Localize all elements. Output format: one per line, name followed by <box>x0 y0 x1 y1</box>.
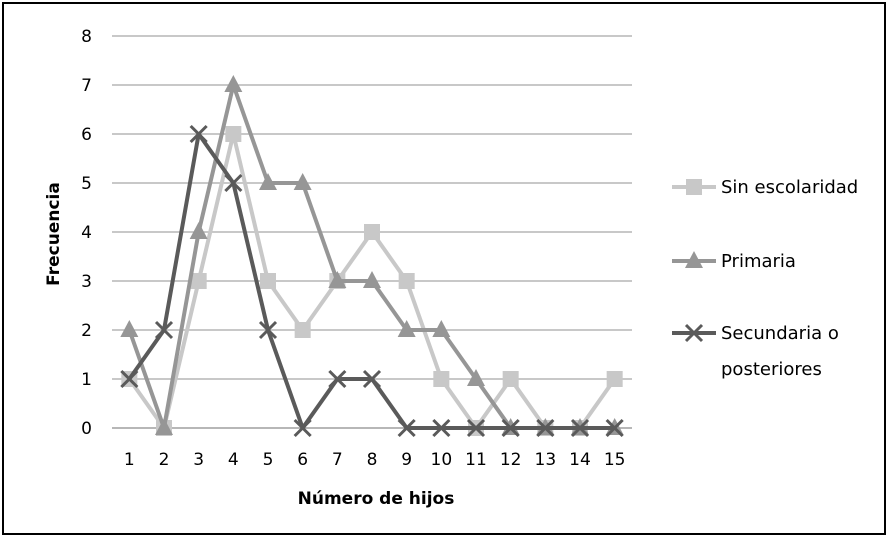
x-tick-label: 5 <box>263 450 274 470</box>
data-point <box>501 418 520 438</box>
legend-item-3: Secundaria o posteriores <box>672 323 839 380</box>
data-point <box>328 271 347 288</box>
data-point <box>260 273 276 289</box>
x-tick-label: 15 <box>604 450 626 470</box>
legend-marker <box>684 323 704 343</box>
data-point <box>155 418 173 435</box>
data-point <box>189 222 208 239</box>
x-tick-label: 7 <box>332 450 343 470</box>
data-point <box>606 371 623 387</box>
x-tick-label: 1 <box>124 450 135 470</box>
y-axis-label: Frecuencia <box>44 182 64 286</box>
data-point <box>154 320 174 340</box>
data-point <box>433 371 450 387</box>
data-point <box>224 75 243 92</box>
y-tick-label: 7 <box>81 76 92 96</box>
legend-label: Primaria <box>721 251 796 272</box>
y-tick-label: 4 <box>81 223 92 243</box>
data-point <box>258 320 278 340</box>
data-point <box>363 271 381 288</box>
data-point <box>120 369 139 389</box>
x-tick-label: 2 <box>159 450 170 470</box>
x-tick-labels: 1 2 3 4 5 6 7 8 9 10 11 12 13 14 15 <box>124 450 626 470</box>
data-point <box>224 173 243 193</box>
legend-label: posteriores <box>721 359 822 380</box>
series-lines <box>120 75 624 438</box>
y-tick-label: 1 <box>81 370 92 390</box>
legend-label: Secundaria o <box>721 323 839 344</box>
data-point <box>364 224 380 240</box>
x-tick-label: 8 <box>367 450 378 470</box>
series-3 <box>120 124 624 438</box>
data-point <box>466 418 486 438</box>
data-point <box>398 273 415 289</box>
x-tick-label: 9 <box>401 450 412 470</box>
legend-marker <box>686 179 702 195</box>
legend-marker <box>685 251 703 268</box>
legend-item-2: Primaria <box>672 251 796 272</box>
data-point <box>467 369 485 386</box>
data-point <box>259 173 277 190</box>
data-point <box>570 418 590 438</box>
y-tick-label: 8 <box>81 27 92 47</box>
legend-label: Sin escolaridad <box>721 177 858 198</box>
data-point <box>328 369 347 389</box>
x-tick-label: 4 <box>228 450 239 470</box>
data-point <box>294 322 311 338</box>
y-tick-label: 5 <box>81 174 92 194</box>
x-tick-label: 11 <box>465 450 487 470</box>
x-axis-label: Número de hijos <box>298 489 455 509</box>
legend: Sin escolaridad Primaria Secundaria o poste… <box>672 177 858 380</box>
data-point <box>432 320 451 337</box>
data-point <box>293 418 312 438</box>
x-tick-label: 6 <box>297 450 308 470</box>
y-tick-label: 3 <box>81 272 92 292</box>
data-point <box>397 320 416 337</box>
data-point <box>190 273 207 289</box>
data-point <box>362 369 382 389</box>
y-tick-label: 2 <box>81 321 92 341</box>
y-tick-label: 6 <box>81 125 92 145</box>
data-point <box>432 418 451 438</box>
x-tick-label: 13 <box>535 450 557 470</box>
x-tick-label: 10 <box>431 450 453 470</box>
data-point <box>536 418 555 438</box>
data-point <box>189 124 208 144</box>
data-point <box>293 173 312 190</box>
y-tick-labels: 0 1 2 3 4 5 6 7 8 <box>81 27 92 439</box>
x-tick-label: 3 <box>193 450 204 470</box>
data-point <box>397 418 416 438</box>
data-point <box>605 418 624 438</box>
data-point <box>225 126 242 142</box>
data-point <box>120 320 139 337</box>
x-tick-label: 14 <box>569 450 591 470</box>
legend-item-1: Sin escolaridad <box>672 177 858 198</box>
y-tick-label: 0 <box>81 419 92 439</box>
x-tick-label: 12 <box>500 450 522 470</box>
data-point <box>502 371 519 387</box>
